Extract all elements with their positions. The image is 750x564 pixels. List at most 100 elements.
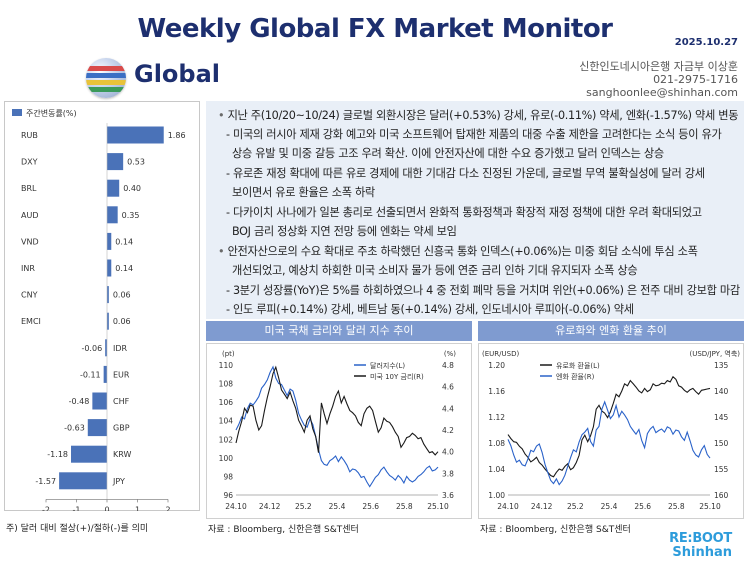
x-tick-label: 25.2 [295, 502, 312, 511]
value-label: 0.14 [115, 264, 133, 273]
bar-eur [103, 365, 107, 383]
left-tick-label: 1.12 [488, 413, 505, 422]
bullet-sub-2: - 유로존 재정 확대에 따른 유로 경제에 대한 기대감 다소 진정된 가운데… [226, 167, 705, 180]
x-tick-label: 25.6 [634, 502, 651, 511]
bar-vnd [107, 232, 112, 250]
bar-cny [107, 286, 109, 304]
bullet-main-2-cont: 개선되었고, 예상치 하회한 미국 소비자 물가 등에 연준 금리 인하 기대 … [232, 264, 638, 277]
shinhan-logo-text: Shinhan [672, 545, 732, 560]
category-label: BRL [21, 184, 37, 193]
right-tick-label: 3.8 [442, 469, 454, 478]
panel-title-eur-jpy: 유로화와 엔화 환율 추이 [478, 321, 744, 341]
chart-footnote: 주) 달러 대비 절상(+)/절하(-)를 의미 [6, 524, 149, 534]
bullet-text: 안전자산으로의 수요 확대로 주초 하락했던 신흥국 통화 인덱스(+0.06%… [227, 245, 698, 258]
left-tick-label: 1.08 [488, 439, 505, 448]
value-label: -0.06 [81, 344, 102, 353]
bullet-dot-icon: • [218, 245, 228, 258]
bullet-sub-2-cont: 보이면서 유로 환율은 소폭 하락 [232, 186, 375, 199]
legend-label: 미국 10Y 금리(R) [370, 372, 424, 381]
series-line-0 [235, 365, 439, 488]
value-label: 0.53 [127, 158, 145, 167]
right-tick-label: 4.6 [442, 383, 454, 392]
x-tick-label: 25.8 [668, 502, 685, 511]
right-tick-label: 160 [714, 491, 729, 500]
bullet-text: 지난 주(10/20~10/24) 글로벌 외환시장은 달러(+0.53%) 강… [227, 109, 739, 122]
bar-idr [105, 339, 107, 357]
bullet-main-2: • 안전자산으로의 수요 확대로 주초 하락했던 신흥국 통화 인덱스(+0.0… [218, 243, 698, 259]
bar-dxy [107, 153, 124, 171]
legend-label: 주간변동률(%) [26, 108, 77, 118]
bar-krw [71, 445, 107, 463]
category-label: VND [21, 237, 39, 246]
bar-jpy [59, 472, 107, 490]
right-tick-label: 135 [714, 361, 729, 370]
x-tick-label: 24.12 [531, 502, 553, 511]
left-tick-label: 98 [223, 472, 233, 481]
value-label: 0.06 [113, 317, 131, 326]
legend-label: 유로화 환율(L) [556, 361, 600, 370]
x-tick-label: -1 [73, 505, 81, 511]
bar-rub [107, 126, 164, 144]
value-label: -1.57 [35, 477, 56, 486]
x-tick-label: 0 [104, 505, 109, 511]
right-tick-label: 4.8 [442, 361, 454, 370]
category-label: INR [21, 264, 35, 273]
bullet-sub-3-cont: BOJ 금리 정상화 지연 전망 등에 엔화는 약세 보임 [232, 225, 457, 238]
category-label: AUD [21, 211, 39, 220]
category-label: KRW [113, 450, 131, 459]
bullet-sub-1: - 미국의 러시아 제재 강화 예고와 미국 소프트웨어 탑재한 제품의 대중 … [226, 128, 722, 141]
value-label: 0.35 [122, 211, 140, 220]
category-label: CNY [21, 291, 38, 300]
left-tick-label: 106 [219, 398, 234, 407]
x-tick-label: 25.10 [699, 502, 721, 511]
value-label: -1.18 [47, 450, 68, 459]
category-label: GBP [113, 424, 130, 433]
x-tick-label: 25.8 [396, 502, 413, 511]
bullet-main-1: • 지난 주(10/20~10/24) 글로벌 외환시장은 달러(+0.53%)… [218, 107, 739, 123]
section-title: Global [134, 60, 221, 88]
left-tick-label: 100 [219, 454, 234, 463]
left-tick-label: 96 [223, 491, 233, 500]
panel2-source: 자료 : Bloomberg, 신한은행 S&T센터 [480, 525, 631, 535]
page-title: Weekly Global FX Market Monitor [137, 14, 613, 44]
right-tick-label: 145 [714, 413, 729, 422]
panel1-source: 자료 : Bloomberg, 신한은행 S&T센터 [208, 525, 359, 535]
category-label: JPY [112, 477, 125, 486]
bar-inr [107, 259, 112, 277]
bullet-sub-3: - 다카이치 사나에가 일본 총리로 선출되면서 완화적 통화정책과 확장적 재… [226, 206, 702, 219]
x-tick-label: 25.2 [567, 502, 584, 511]
author-email[interactable]: sanghoonlee@shinhan.com [586, 86, 738, 99]
panel-title-ust-dxy: 미국 국채 금리와 달러 지수 추이 [206, 321, 472, 341]
author-phone: 021-2975-1716 [653, 73, 738, 86]
bar-chf [92, 392, 107, 410]
right-tick-label: 3.6 [442, 491, 454, 500]
eur-jpy-line-chart: (EUR/USD) (USD/JPY, 역축) 1.00 1.04 1.08 1.12 1.… [478, 343, 744, 519]
left-tick-label: 1.04 [488, 465, 505, 474]
value-label: 0.14 [115, 237, 133, 246]
market-commentary: • 지난 주(10/20~10/24) 글로벌 외환시장은 달러(+0.53%)… [206, 101, 744, 319]
right-tick-label: 150 [714, 439, 729, 448]
x-tick-label: 25.4 [601, 502, 618, 511]
right-tick-label: 155 [714, 465, 729, 474]
value-label: -0.63 [64, 424, 85, 433]
left-tick-label: 108 [219, 380, 234, 389]
bar-emci [107, 312, 109, 330]
left-axis-unit: (pt) [222, 350, 235, 358]
series-line-1 [507, 400, 711, 486]
bar-aud [107, 206, 118, 224]
x-tick-label: 25.10 [427, 502, 449, 511]
x-tick-label: 24.10 [497, 502, 519, 511]
globe-icon [86, 58, 126, 98]
left-tick-label: 104 [219, 417, 234, 426]
category-label: EUR [113, 370, 130, 379]
bullet-dot-icon: • [218, 109, 228, 122]
left-tick-label: 102 [219, 435, 234, 444]
right-tick-label: 4.4 [442, 404, 454, 413]
x-tick-label: 1 [135, 505, 140, 511]
value-label: 0.06 [113, 291, 131, 300]
legend-label: 달러지수(L) [370, 361, 405, 370]
left-tick-label: 1.00 [488, 491, 505, 500]
right-axis-unit: (%) [444, 350, 456, 358]
right-axis-unit: (USD/JPY, 역축) [689, 349, 740, 358]
x-tick-label: -2 [42, 505, 50, 511]
